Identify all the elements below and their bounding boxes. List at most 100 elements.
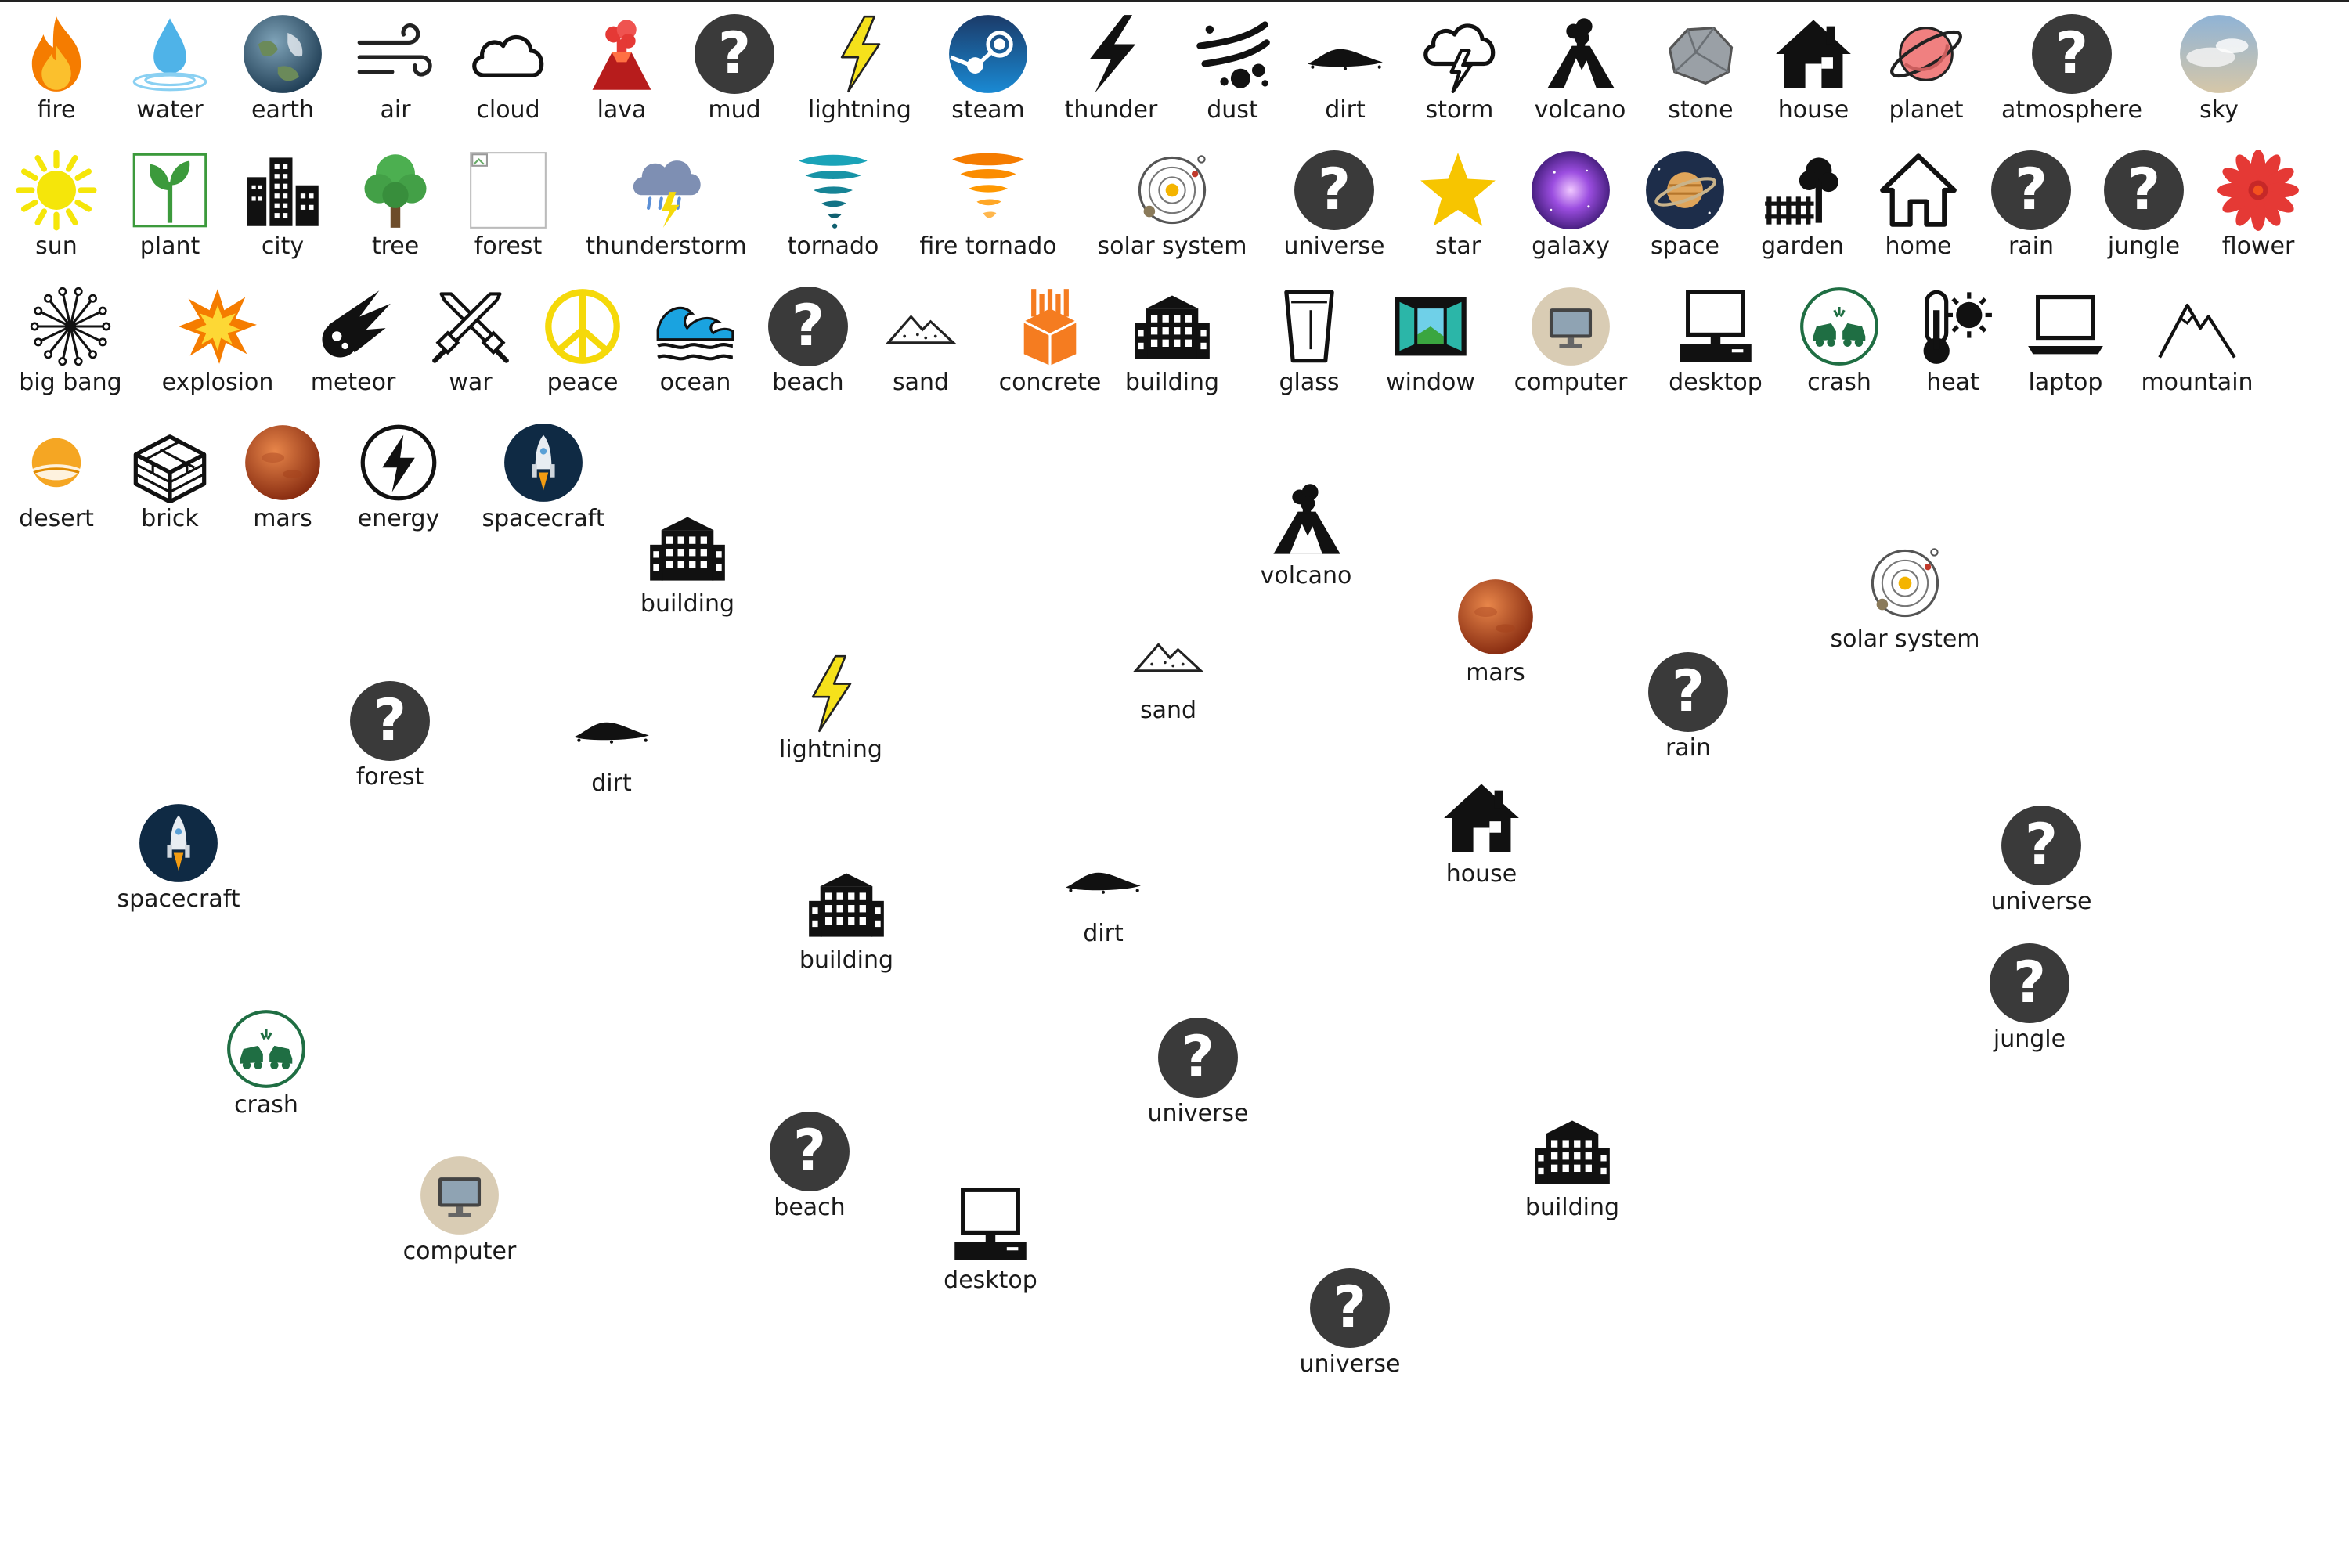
inventory-item-desert[interactable]: desert xyxy=(0,422,127,555)
question-icon: ? xyxy=(769,1111,850,1192)
workspace-item-dirt[interactable]: dirt xyxy=(1025,837,1182,970)
inventory-item-universe[interactable]: ? universe xyxy=(1264,150,1405,283)
inventory-item-concrete[interactable]: concrete xyxy=(980,286,1120,419)
inventory-item-dust[interactable]: dust xyxy=(1162,13,1303,146)
inventory-item-brick[interactable]: brick xyxy=(99,422,240,555)
inventory-item-sky[interactable]: sky xyxy=(2149,13,2289,146)
inventory-item-rain[interactable]: ? rain xyxy=(1961,150,2102,283)
inventory-item-spacecraft[interactable]: spacecraft xyxy=(473,422,614,555)
inventory-item-storm[interactable]: storm xyxy=(1389,13,1530,146)
inventory-item-volcano[interactable]: volcano xyxy=(1510,13,1651,146)
inventory-item-flower[interactable]: flower xyxy=(2188,150,2329,283)
inventory-item-jungle[interactable]: ? jungle xyxy=(2073,150,2214,283)
inventory-item-sand[interactable]: sand xyxy=(850,286,991,419)
inventory-item-sun[interactable]: sun xyxy=(0,150,127,283)
inventory-item-computer[interactable]: computer xyxy=(1500,286,1641,419)
inventory-item-peace[interactable]: peace xyxy=(512,286,653,419)
inventory-item-planet[interactable]: planet xyxy=(1856,13,1997,146)
inventory-item-forest[interactable]: forest xyxy=(438,150,579,283)
inventory-item-home[interactable]: home xyxy=(1848,150,1989,283)
inventory-item-plant[interactable]: plant xyxy=(99,150,240,283)
workspace-item-universe[interactable]: ? universe xyxy=(1272,1267,1428,1400)
workspace-item-spacecraft[interactable]: spacecraft xyxy=(100,802,257,935)
workspace-item-computer[interactable]: computer xyxy=(381,1155,538,1288)
workspace-item-building[interactable]: building xyxy=(1494,1111,1651,1244)
inventory-item-fire[interactable]: fire xyxy=(0,13,127,146)
inventory-item-earth[interactable]: earth xyxy=(212,13,353,146)
inventory-item-thunder[interactable]: thunder xyxy=(1041,13,1182,146)
inventory-item-energy[interactable]: energy xyxy=(328,422,469,555)
workspace-item-solar-system[interactable]: solar system xyxy=(1827,542,1983,676)
workspace-item-building[interactable]: building xyxy=(768,863,925,997)
inventory-item-dirt[interactable]: dirt xyxy=(1275,13,1416,146)
inventory-item-window[interactable]: window xyxy=(1360,286,1501,419)
inventory-item-space[interactable]: space xyxy=(1615,150,1755,283)
workspace-item-crash[interactable]: crash xyxy=(188,1008,345,1141)
inventory-item-mars[interactable]: mars xyxy=(212,422,353,555)
workspace-item-house[interactable]: house xyxy=(1403,777,1560,910)
inventory-item-beach[interactable]: ? beach xyxy=(738,286,879,419)
inventory-item-star[interactable]: star xyxy=(1387,150,1528,283)
inventory-item-explosion[interactable]: explosion xyxy=(147,286,288,419)
item-label: crash xyxy=(234,1091,298,1119)
inventory-item-ocean[interactable]: ocean xyxy=(625,286,766,419)
workspace-item-sand[interactable]: sand xyxy=(1090,614,1247,747)
inventory-item-tree[interactable]: tree xyxy=(325,150,466,283)
svg-text:?: ? xyxy=(373,687,406,754)
inventory-item-lava[interactable]: lava xyxy=(551,13,692,146)
inventory-item-galaxy[interactable]: galaxy xyxy=(1500,150,1641,283)
inventory-item-building[interactable]: building xyxy=(1102,286,1243,419)
inventory-item-crash[interactable]: crash xyxy=(1769,286,1910,419)
building-icon xyxy=(806,863,887,945)
city-icon xyxy=(242,150,323,231)
inventory-item-big-bang[interactable]: big bang xyxy=(0,286,141,419)
workspace-item-building[interactable]: building xyxy=(609,507,766,640)
inventory-item-lightning[interactable]: lightning xyxy=(789,13,930,146)
inventory-item-mountain[interactable]: mountain xyxy=(2127,286,2268,419)
workspace-item-rain[interactable]: ? rain xyxy=(1610,651,1766,784)
inventory-item-city[interactable]: city xyxy=(212,150,353,283)
inventory-item-solar-system[interactable]: solar system xyxy=(1097,150,1247,283)
dirt-pile-icon xyxy=(1304,13,1386,95)
workspace-item-desktop[interactable]: desktop xyxy=(912,1184,1069,1317)
inventory-item-tornado[interactable]: tornado xyxy=(763,150,904,283)
item-label: meteor xyxy=(310,369,396,396)
workspace-item-volcano[interactable]: volcano xyxy=(1228,479,1384,612)
inventory-item-thunderstorm[interactable]: thunderstorm xyxy=(586,150,747,283)
item-label: lightning xyxy=(779,736,882,763)
inventory-item-house[interactable]: house xyxy=(1743,13,1884,146)
workspace-item-universe[interactable]: ? universe xyxy=(1963,805,2120,938)
inventory-item-heat[interactable]: heat xyxy=(1882,286,2023,419)
question-icon: ? xyxy=(694,13,775,95)
workspace-item-lightning[interactable]: lightning xyxy=(752,653,909,786)
inventory-item-cloud[interactable]: cloud xyxy=(438,13,579,146)
inventory-item-stone[interactable]: stone xyxy=(1630,13,1771,146)
workspace-item-beach[interactable]: ? beach xyxy=(731,1111,888,1244)
item-label: sun xyxy=(35,232,78,260)
inventory-item-desktop[interactable]: desktop xyxy=(1645,286,1786,419)
mars-icon xyxy=(1455,576,1536,658)
inventory-item-laptop[interactable]: laptop xyxy=(1995,286,2136,419)
inventory-item-mud[interactable]: ? mud xyxy=(664,13,805,146)
inventory-item-atmosphere[interactable]: ? atmosphere xyxy=(2001,13,2142,146)
inventory-item-garden[interactable]: garden xyxy=(1732,150,1873,283)
inventory-item-air[interactable]: air xyxy=(325,13,466,146)
workspace-item-forest[interactable]: ? forest xyxy=(312,680,468,813)
workspace-item-jungle[interactable]: ? jungle xyxy=(1951,943,2108,1076)
item-label: volcano xyxy=(1260,562,1352,589)
tree-icon xyxy=(355,150,436,231)
workspace-item-dirt[interactable]: dirt xyxy=(533,687,690,820)
dust-icon xyxy=(1192,13,1273,95)
workspace-item-universe[interactable]: ? universe xyxy=(1120,1017,1276,1150)
inventory-item-fire-tornado[interactable]: fire tornado xyxy=(918,150,1059,283)
inventory-item-glass[interactable]: glass xyxy=(1239,286,1380,419)
inventory-item-steam[interactable]: steam xyxy=(918,13,1059,146)
inventory-item-water[interactable]: water xyxy=(99,13,240,146)
element-inventory: fire water earth air cloud lava? mud lightning s… xyxy=(0,2,2349,550)
inventory-item-meteor[interactable]: meteor xyxy=(283,286,424,419)
item-label: steam xyxy=(951,96,1025,124)
workspace-item-mars[interactable]: mars xyxy=(1417,576,1574,709)
inventory-item-war[interactable]: war xyxy=(400,286,541,419)
svg-text:?: ? xyxy=(1182,1024,1214,1090)
